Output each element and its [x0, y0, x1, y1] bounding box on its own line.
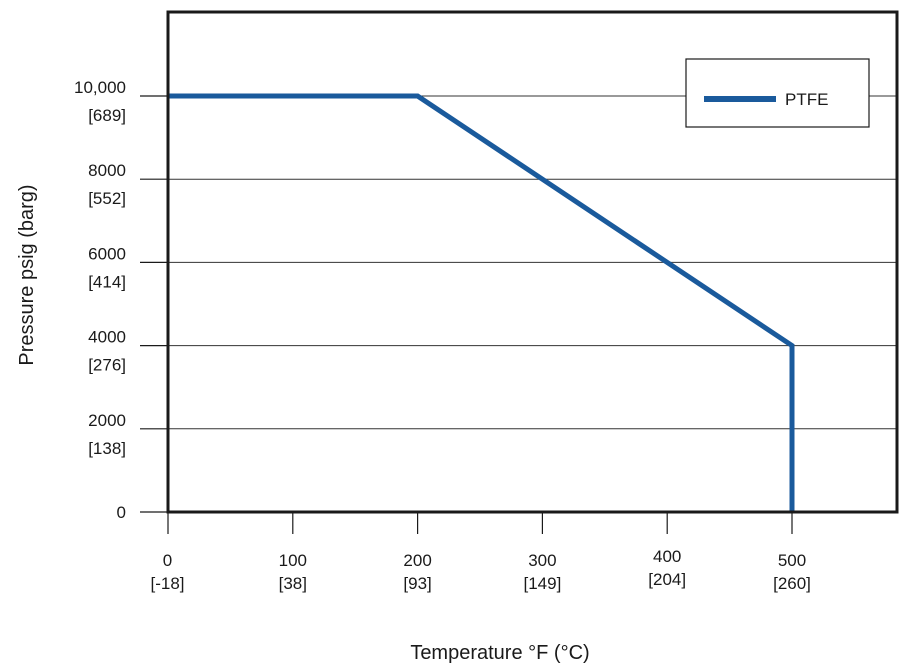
x-tick-sublabel: [149] [523, 574, 561, 593]
y-tick-sublabel: [552] [88, 189, 126, 208]
x-tick-sublabel: [38] [279, 574, 307, 593]
y-tick-label: 4000 [88, 328, 126, 347]
axis-ticks: 02000[138]4000[276]6000[414]8000[552]10,… [74, 78, 811, 593]
y-tick-label: 6000 [88, 244, 126, 263]
x-tick-sublabel: [260] [773, 574, 811, 593]
x-tick-label: 400 [653, 547, 681, 566]
x-tick-label: 200 [403, 551, 431, 570]
legend: PTFE [685, 58, 870, 128]
legend-label-ptfe: PTFE [785, 90, 828, 109]
x-tick-sublabel: [-18] [150, 574, 184, 593]
y-tick-sublabel: [689] [88, 106, 126, 125]
x-tick-sublabel: [93] [403, 574, 431, 593]
y-tick-label: 8000 [88, 161, 126, 180]
series-lines [167, 93, 795, 513]
y-tick-sublabel: [138] [88, 439, 126, 458]
y-tick-label: 0 [117, 503, 126, 522]
x-axis-title: Temperature °F (°C) [410, 642, 589, 664]
y-tick-label: 10,000 [74, 78, 126, 97]
plot-frame [166, 10, 899, 514]
x-tick-sublabel: [204] [648, 570, 686, 589]
y-tick-sublabel: [414] [88, 272, 126, 291]
legend-box [685, 58, 870, 128]
x-tick-label: 100 [279, 551, 307, 570]
y-axis-title: Pressure psig (barg) [16, 184, 38, 365]
x-tick-label: 0 [163, 551, 172, 570]
y-tick-sublabel: [276] [88, 356, 126, 375]
x-tick-label: 300 [528, 551, 556, 570]
y-tick-label: 2000 [88, 411, 126, 430]
grid-lines [168, 95, 897, 430]
x-tick-label: 500 [778, 551, 806, 570]
series-line-ptfe [168, 93, 795, 512]
